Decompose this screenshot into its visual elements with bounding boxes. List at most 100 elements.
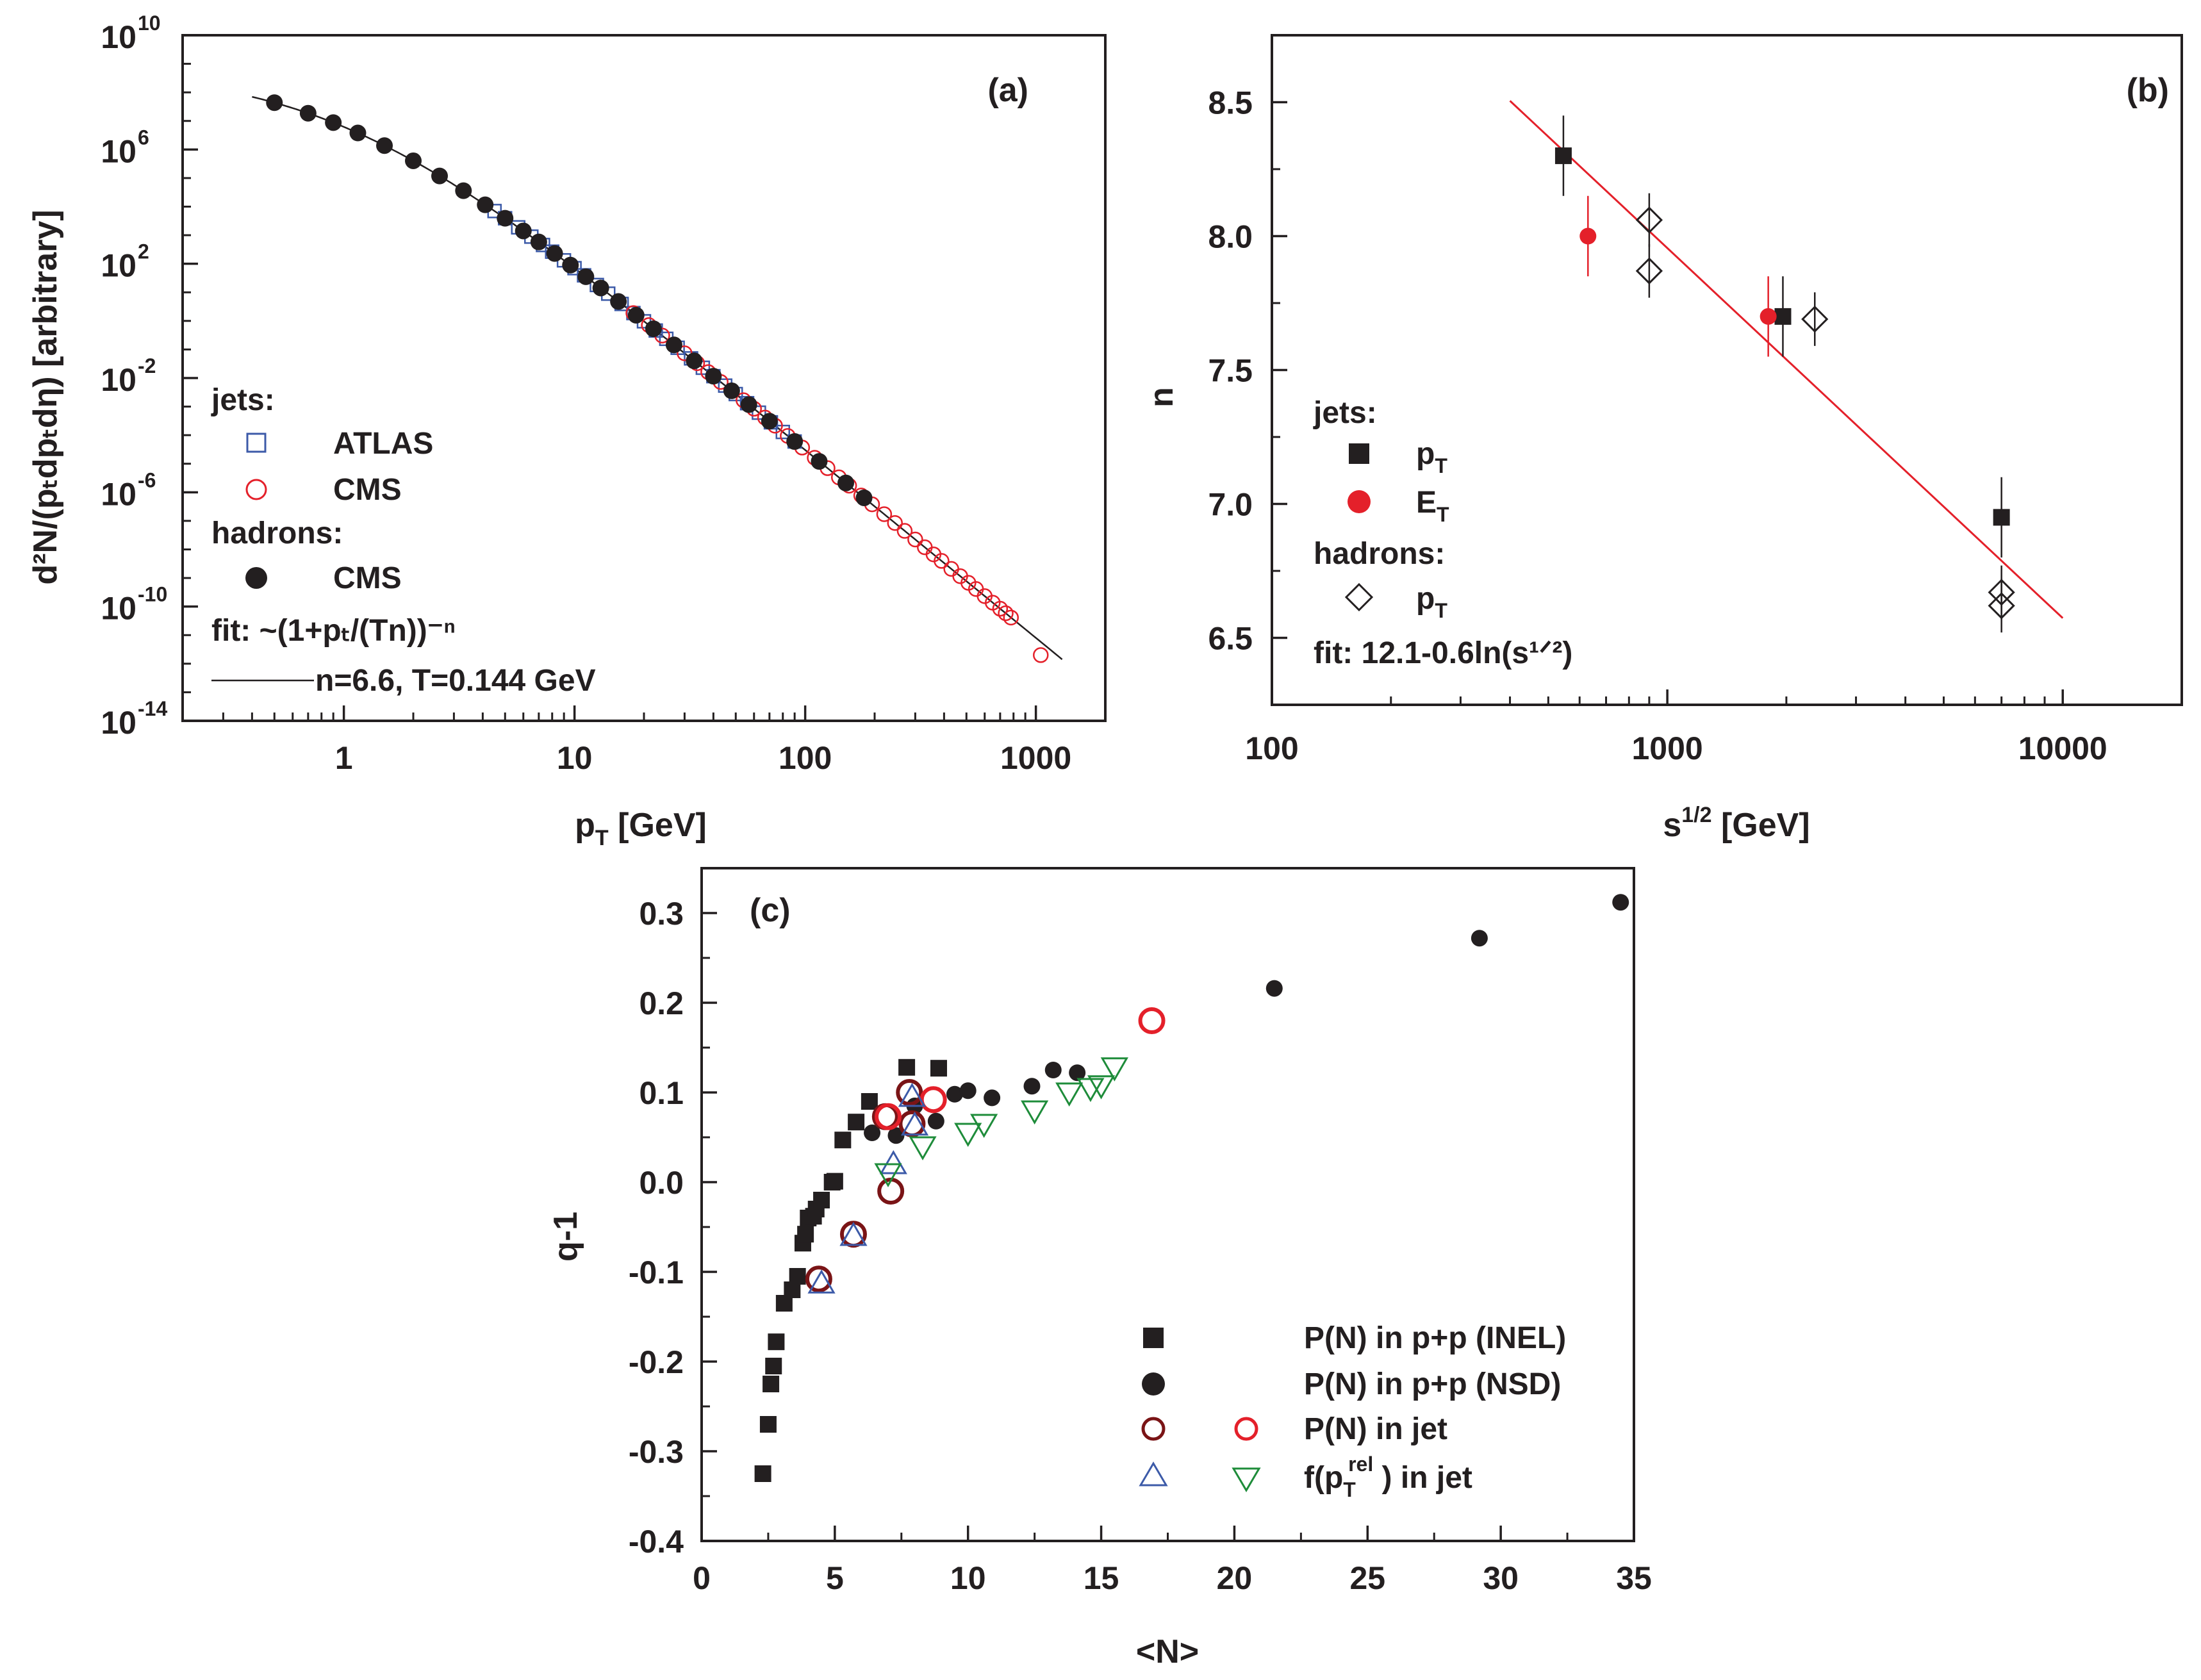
panel-a-cms-jets-point <box>992 600 1009 617</box>
panel-b-legend-hadrons-pt-main: p <box>1416 582 1435 616</box>
panel-a-y-tick-label: 10 <box>101 19 136 55</box>
panel-a-y-tick-exponent: 6 <box>138 126 149 149</box>
panel-c-legend-f-jet-green-marker <box>1232 1467 1261 1492</box>
panel-c-inel-point <box>765 1358 782 1374</box>
panel-b-x-tick-label: 1000 <box>1631 730 1702 766</box>
panel-b-fit-line <box>1509 100 2064 619</box>
panel-b-jets-pt-point <box>1554 147 1572 165</box>
panel-c-legend: P(N) in p+p (INEL) P(N) in p+p (NSD) P(N… <box>1139 1321 1566 1501</box>
panel-c-legend-f-jet-suffix: ) in jet <box>1373 1461 1472 1495</box>
panel-b-y-tick-label: 7.5 <box>1208 353 1253 389</box>
panel-c-inel-point <box>826 1173 843 1190</box>
panel-c-inel-point <box>754 1465 771 1482</box>
panel-c-f-jet-green-point <box>1087 1075 1116 1099</box>
panel-c-nsd-point <box>1265 980 1283 997</box>
panel-a-x-axis-label-main: p <box>575 807 595 844</box>
panel-a-cms-hadrons-point <box>705 368 722 385</box>
panel-a-legend-hadrons-header: hadrons: <box>211 516 343 550</box>
panel-a-legend-fit-params: n=6.6, T=0.144 GeV <box>315 664 596 698</box>
panel-b-x-axis-label-main: s <box>1663 807 1681 844</box>
panel-a-cms-hadrons-point <box>610 293 627 310</box>
panel-c-legend-inel: P(N) in p+p (INEL) <box>1304 1321 1566 1355</box>
panel-c-pn-jet-red-point <box>875 1103 902 1130</box>
panel-c-y-tick-label: -0.4 <box>629 1524 684 1560</box>
panel-c-nsd-point <box>927 1112 944 1130</box>
panel-b-legend-hadrons-pt-marker <box>1344 582 1374 612</box>
panel-c-scatter-chart: (c) q-1 <N> P(N) in p+p (INEL) P(N) in p… <box>547 867 1652 1670</box>
panel-a-legend-fit-formula: fit: ~(1+pₜ/(Tn))⁻ⁿ <box>211 614 456 648</box>
panel-b-y-tick-label: 7.0 <box>1208 487 1253 523</box>
panel-a-y-tick-label: 10 <box>101 476 136 512</box>
panel-b-legend-jets-et: ET <box>1416 486 1449 526</box>
panel-a-cms-hadrons-point <box>515 222 532 240</box>
panel-b-hadrons-pt-point <box>1988 592 2015 620</box>
panel-c-x-tick-label: 10 <box>950 1560 986 1596</box>
panel-c-y-tick-label: -0.1 <box>629 1255 684 1290</box>
panel-b-jets-et-point <box>1760 308 1777 325</box>
panel-a-legend-cms-hadrons: CMS <box>333 561 402 595</box>
panel-a-cms-hadrons-point <box>266 94 283 111</box>
panel-c-nsd-point <box>984 1089 1001 1107</box>
panel-b-x-axis-label: s1/2 [GeV] <box>1663 803 1809 844</box>
panel-c-f-jet-green-point <box>970 1114 998 1139</box>
panel-a-cms-hadrons-point <box>577 268 595 285</box>
panel-a-y-tick-label: 10 <box>101 591 136 627</box>
panel-a-y-tick-exponent: 10 <box>138 12 161 35</box>
panel-c-f-jet-green-point <box>909 1136 937 1161</box>
panel-a-x-tick-label: 1000 <box>1000 740 1071 776</box>
panel-a-y-axis-label: d²N/(pₜdpₜdη) [arbitrary] <box>27 210 64 584</box>
panel-a-x-axis-label: pT [GeV] <box>575 807 707 850</box>
panel-a-legend-cms-jets: CMS <box>333 473 402 507</box>
panel-a-cms-jets-point <box>1003 609 1019 626</box>
panel-a-cms-hadrons-point <box>686 352 703 370</box>
panel-c-pn-jet-red-point <box>919 1086 947 1114</box>
panel-c-y-tick-label: 0.2 <box>639 985 684 1021</box>
panel-c-nsd-point <box>1069 1064 1086 1082</box>
panel-c-x-tick-label: 0 <box>693 1560 711 1596</box>
panel-c-nsd-point <box>1471 930 1488 947</box>
panel-c-legend-f-jet-prefix: f(p <box>1304 1461 1343 1495</box>
panel-c-f-jet-blue-point <box>900 1111 929 1136</box>
panel-a-cms-hadrons-point <box>349 124 367 142</box>
panel-c-legend-nsd-marker <box>1142 1372 1165 1396</box>
panel-a-x-axis-label-sub: T <box>595 826 609 850</box>
panel-c-inel-point <box>898 1058 916 1076</box>
panel-c-f-jet-green-point <box>1055 1082 1084 1107</box>
panel-a-x-tick-label: 1 <box>335 740 353 776</box>
panel-a-cms-hadrons-point <box>837 474 855 491</box>
panel-a-y-tick-label: 10 <box>101 362 136 398</box>
panel-a-cms-hadrons-point <box>786 433 804 450</box>
panel-c-x-tick-label: 15 <box>1084 1560 1119 1596</box>
panel-c-legend-f-jet-sub: T <box>1343 1478 1356 1501</box>
panel-c-inel-point <box>848 1114 865 1131</box>
panel-c-pn-jet-red-point <box>1138 1007 1166 1034</box>
panel-c-inel-point <box>813 1192 830 1208</box>
panel-c-y-tick-label: 0.1 <box>639 1075 684 1111</box>
panel-b-legend: jets: pT ET hadrons: pT fit: 12.1-0.6ln(… <box>1313 396 1572 670</box>
panel-c-y-tick-label: 0.3 <box>639 896 684 932</box>
panel-a-legend: jets: ATLAS CMS hadrons: CMS fit: ~(1+pₜ… <box>211 383 596 698</box>
panel-b-label: (b) <box>2127 72 2169 109</box>
panel-c-x-tick-label: 20 <box>1217 1560 1253 1596</box>
panel-a-cms-hadrons-point <box>376 137 393 154</box>
panel-a-cms-hadrons-point <box>477 196 494 213</box>
panel-c-inel-point <box>834 1132 852 1149</box>
panel-c-pn-jet-dark-point <box>805 1265 832 1293</box>
panel-b-x-tick-label: 100 <box>1245 730 1298 766</box>
panel-b-plot-frame <box>1271 34 2183 706</box>
panel-b-legend-jets-pt-main: p <box>1416 437 1435 471</box>
panel-a-cms-hadrons-point <box>740 396 757 413</box>
panel-c-inel-point <box>759 1416 777 1433</box>
panel-c-f-jet-blue-point <box>898 1082 927 1107</box>
panel-b-legend-jets-pt-sub: T <box>1435 454 1447 477</box>
panel-a-legend-jets-header: jets: <box>211 383 275 417</box>
panel-c-legend-f-jet-blue-marker <box>1139 1462 1168 1486</box>
panel-c-nsd-point <box>864 1124 881 1141</box>
panel-c-f-jet-green-point <box>954 1123 982 1148</box>
panel-c-label: (c) <box>750 892 791 929</box>
panel-c-inel-point <box>768 1333 785 1351</box>
panel-a-x-tick-label: 100 <box>779 740 832 776</box>
panel-c-pn-jet-dark-point <box>839 1221 867 1248</box>
panel-a-cms-hadrons-point <box>627 306 645 324</box>
panel-b-hadrons-pt-point <box>1635 206 1663 234</box>
